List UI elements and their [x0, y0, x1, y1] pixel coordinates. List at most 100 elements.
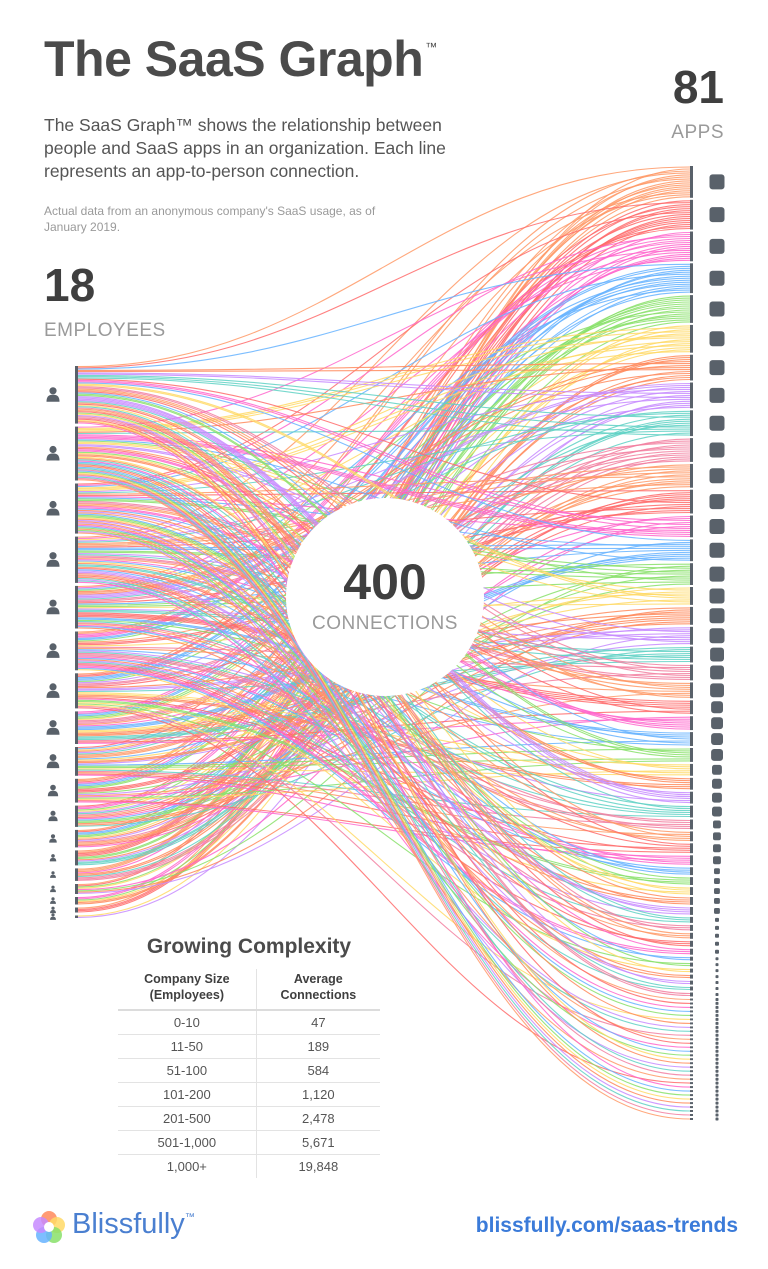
- connection-line: [77, 421, 691, 1064]
- app-bar: [690, 1110, 693, 1112]
- app-square-icon: [709, 442, 725, 458]
- connection-line: [77, 622, 691, 824]
- connection-line: [77, 469, 691, 1076]
- employee-bar: [75, 536, 78, 583]
- person-icon: [50, 871, 56, 878]
- app-square-icon: [715, 987, 719, 990]
- app-bar: [690, 877, 693, 885]
- connection-line: [77, 202, 691, 369]
- app-square-icon: [715, 1005, 719, 1009]
- app-square-icon: [715, 933, 719, 938]
- app-bar: [690, 968, 693, 973]
- app-square-icon: [715, 1093, 719, 1097]
- app-square-icon: [715, 1101, 719, 1105]
- app-bar: [690, 438, 693, 462]
- employee-bar: [75, 850, 78, 866]
- connection-line: [77, 373, 691, 398]
- app-square-icon: [715, 1069, 719, 1073]
- app-square-icon: [715, 925, 719, 930]
- app-square-icon: [715, 1041, 719, 1045]
- connection-line: [77, 703, 691, 965]
- cell-size: 101-200: [118, 1082, 257, 1107]
- app-square-icon: [709, 494, 725, 510]
- app-square-icon: [710, 665, 724, 680]
- app-square-icon: [713, 832, 721, 841]
- connection-line: [77, 398, 691, 542]
- app-square-icon: [709, 628, 725, 644]
- app-square-icon: [715, 969, 719, 973]
- app-square-icon: [715, 941, 719, 946]
- employee-bar: [75, 711, 78, 744]
- employee-bar: [75, 868, 78, 881]
- connection-line: [77, 184, 691, 782]
- connection-line: [77, 669, 691, 971]
- connection-line: [77, 627, 691, 901]
- connection-line: [77, 571, 691, 911]
- app-bar: [690, 1114, 693, 1116]
- connection-line: [77, 692, 691, 766]
- app-square-icon: [715, 1081, 719, 1085]
- person-icon: [50, 897, 56, 904]
- employee-bar: [75, 585, 78, 629]
- app-square-icon: [709, 566, 725, 582]
- connection-line: [77, 514, 691, 879]
- app-square-icon: [715, 1045, 719, 1049]
- app-square-icon: [715, 1053, 719, 1057]
- person-icon: [46, 552, 60, 567]
- app-bar: [690, 410, 693, 437]
- app-square-icon: [715, 1109, 719, 1113]
- app-bar: [690, 1066, 693, 1069]
- table-row: 51-100 584: [118, 1058, 380, 1083]
- person-icon: [46, 720, 60, 735]
- connection-line: [77, 475, 691, 1108]
- app-square-icon: [712, 792, 722, 803]
- app-square-icon: [715, 1105, 719, 1109]
- app-bar: [690, 587, 693, 605]
- cell-connections: 1,120: [256, 1082, 380, 1107]
- connection-line: [77, 707, 691, 1084]
- app-bar: [690, 166, 693, 198]
- brand-logo[interactable]: Blissfully™: [30, 1206, 230, 1250]
- app-square-icon: [709, 542, 725, 558]
- connection-line: [77, 384, 691, 599]
- connection-line: [77, 289, 691, 590]
- connection-line: [77, 464, 691, 1004]
- app-bar: [690, 992, 693, 997]
- connection-line: [77, 335, 691, 489]
- connection-line: [77, 265, 691, 679]
- app-bar: [690, 646, 693, 663]
- connection-line: [77, 532, 691, 1080]
- connection-line: [77, 579, 691, 1028]
- app-square-icon: [715, 1037, 719, 1041]
- app-square-icon: [710, 647, 724, 662]
- connections-count: 400: [343, 554, 427, 610]
- app-bar: [690, 1042, 693, 1045]
- app-square-icon: [713, 844, 721, 853]
- connection-line: [77, 463, 691, 989]
- employee-bars: [75, 366, 78, 918]
- connection-line: [77, 422, 691, 1088]
- connection-line: [77, 476, 691, 1112]
- app-bar: [690, 716, 693, 731]
- connection-line: [77, 474, 691, 1104]
- app-square-icon: [713, 820, 721, 829]
- app-bar: [690, 324, 693, 353]
- connection-line: [77, 377, 691, 436]
- person-icon: [49, 834, 57, 843]
- connection-line: [77, 705, 691, 1036]
- connection-line: [77, 384, 691, 598]
- table-row: 201-500 2,478: [118, 1106, 380, 1131]
- cell-connections: 2,478: [256, 1106, 380, 1131]
- connection-line: [77, 529, 691, 1056]
- app-bar: [690, 199, 693, 230]
- connection-line: [77, 479, 691, 1120]
- connection-line: [77, 626, 691, 869]
- connection-line: [77, 372, 691, 394]
- app-bar: [690, 1054, 693, 1057]
- connection-line: [77, 435, 691, 533]
- app-square-icon: [713, 856, 721, 865]
- app-square-icon: [715, 975, 719, 979]
- footer-link[interactable]: blissfully.com/saas-trends: [475, 1214, 738, 1237]
- app-bar: [690, 1082, 693, 1085]
- connection-line: [77, 466, 691, 1052]
